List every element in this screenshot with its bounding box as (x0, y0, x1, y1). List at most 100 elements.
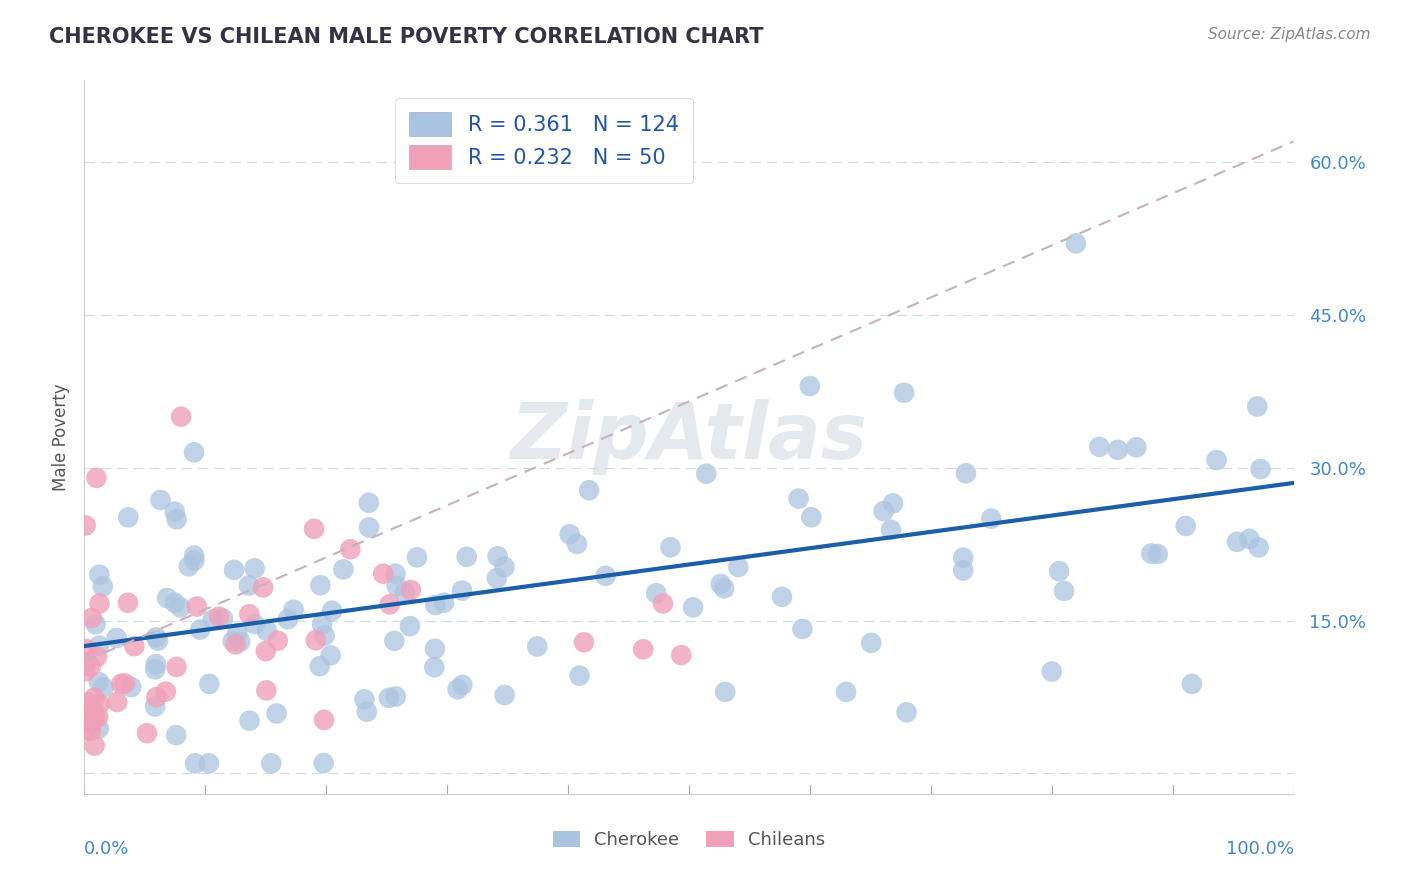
Point (110, 677, 132, 691)
Point (267, 633, 290, 648)
Point (321, 604, 343, 618)
Point (631, 642, 654, 657)
Point (1239, 532, 1261, 546)
Point (165, 728, 187, 742)
Point (451, 583, 474, 598)
Point (184, 756, 207, 771)
Text: 0.0%: 0.0% (84, 839, 129, 858)
Point (952, 564, 974, 578)
Point (83, 739, 105, 753)
Point (980, 511, 1002, 525)
Point (89, 698, 111, 712)
Point (226, 626, 249, 640)
Point (75, 641, 97, 656)
Point (89, 567, 111, 582)
Point (243, 617, 266, 632)
Point (169, 600, 191, 615)
Point (378, 690, 401, 705)
Point (136, 726, 159, 740)
Text: CHEROKEE VS CHILEAN MALE POVERTY CORRELATION CHART: CHEROKEE VS CHILEAN MALE POVERTY CORRELA… (49, 27, 763, 46)
Point (87, 675, 110, 690)
Point (353, 692, 375, 706)
Point (671, 648, 693, 662)
Point (1226, 534, 1249, 549)
Point (146, 633, 169, 648)
Point (373, 566, 395, 581)
Point (254, 683, 277, 698)
Point (1040, 665, 1063, 679)
Point (260, 756, 283, 771)
Point (238, 607, 260, 622)
Point (1174, 519, 1197, 533)
Point (456, 549, 478, 564)
Text: Source: ZipAtlas.com: Source: ZipAtlas.com (1208, 27, 1371, 42)
Point (86, 471, 108, 485)
Point (76, 655, 98, 669)
Point (1246, 400, 1268, 414)
Point (308, 659, 330, 673)
Point (399, 582, 422, 597)
Point (302, 522, 325, 536)
Point (80, 723, 103, 738)
Point (494, 688, 516, 702)
Point (423, 660, 446, 674)
Point (356, 705, 378, 719)
Point (652, 597, 675, 611)
Point (198, 756, 221, 771)
Point (198, 677, 221, 691)
Point (256, 624, 278, 639)
Point (201, 612, 224, 626)
Point (568, 668, 591, 682)
Point (166, 660, 188, 674)
Point (312, 713, 335, 727)
Point (1247, 541, 1270, 555)
Point (385, 579, 408, 593)
Point (229, 634, 252, 648)
Point (143, 699, 166, 714)
Point (75, 664, 97, 678)
Point (73, 699, 96, 714)
Point (339, 542, 361, 557)
Point (145, 631, 167, 645)
Point (166, 512, 188, 526)
Point (485, 571, 508, 585)
Point (117, 596, 139, 610)
Point (357, 520, 380, 534)
Point (1140, 547, 1163, 561)
Point (89, 597, 111, 611)
Point (558, 527, 581, 541)
Point (212, 611, 235, 625)
Point (155, 684, 177, 698)
Point (406, 550, 429, 565)
Text: ZipAtlas: ZipAtlas (510, 399, 868, 475)
Point (76, 706, 98, 721)
Point (682, 600, 704, 615)
Point (86, 649, 108, 664)
Point (799, 379, 821, 393)
Point (645, 586, 668, 600)
Point (87, 710, 110, 724)
Point (1107, 442, 1129, 457)
Point (595, 569, 617, 583)
Point (1047, 564, 1070, 578)
Point (384, 566, 406, 581)
Point (309, 578, 332, 592)
Point (84, 617, 107, 632)
Point (486, 549, 509, 564)
Point (305, 633, 328, 648)
Point (1053, 584, 1076, 599)
Point (955, 467, 977, 481)
Point (1250, 462, 1272, 476)
Point (114, 676, 136, 690)
Point (177, 559, 200, 574)
Point (105, 631, 128, 645)
Point (149, 493, 172, 508)
Point (83, 705, 105, 719)
Point (896, 706, 918, 720)
Point (79, 659, 101, 673)
Point (266, 706, 288, 721)
Point (80, 715, 103, 730)
Point (83, 690, 105, 705)
Point (1125, 440, 1147, 454)
Point (494, 560, 516, 574)
